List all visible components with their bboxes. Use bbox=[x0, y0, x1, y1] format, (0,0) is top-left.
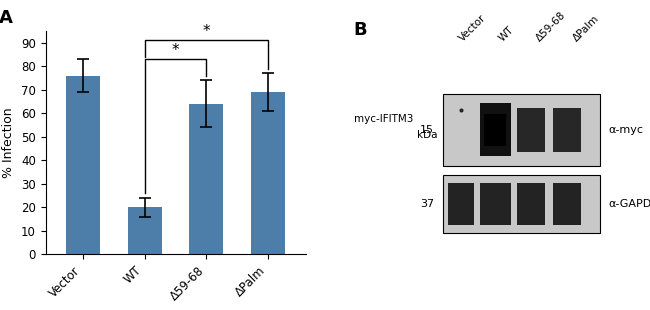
Bar bbox=[127, 207, 162, 254]
Bar bbox=[552, 183, 581, 225]
Bar bbox=[480, 183, 511, 225]
Text: myc-IFITM3: myc-IFITM3 bbox=[354, 114, 413, 124]
Text: ΔPalm: ΔPalm bbox=[571, 13, 601, 43]
Text: A: A bbox=[0, 9, 12, 27]
Text: B: B bbox=[354, 21, 367, 39]
Text: Δ59-68: Δ59-68 bbox=[534, 10, 567, 43]
Bar bbox=[552, 108, 581, 152]
Bar bbox=[517, 108, 545, 152]
Bar bbox=[189, 104, 224, 254]
Bar bbox=[443, 175, 600, 233]
Bar bbox=[66, 76, 99, 254]
Bar bbox=[448, 183, 474, 225]
Y-axis label: % Infection: % Infection bbox=[3, 107, 16, 178]
Bar bbox=[252, 92, 285, 254]
Text: kDa: kDa bbox=[417, 131, 437, 140]
Text: Vector: Vector bbox=[457, 13, 488, 43]
Text: *: * bbox=[172, 43, 179, 58]
Bar bbox=[443, 94, 600, 166]
Bar bbox=[480, 104, 511, 157]
Text: *: * bbox=[203, 24, 210, 39]
Text: 15: 15 bbox=[420, 125, 434, 135]
Bar bbox=[484, 114, 506, 146]
Text: α-myc: α-myc bbox=[608, 125, 644, 135]
Bar bbox=[517, 183, 545, 225]
Text: WT: WT bbox=[497, 25, 515, 43]
Text: 37: 37 bbox=[420, 199, 434, 209]
Text: α-GAPDH: α-GAPDH bbox=[608, 199, 650, 209]
